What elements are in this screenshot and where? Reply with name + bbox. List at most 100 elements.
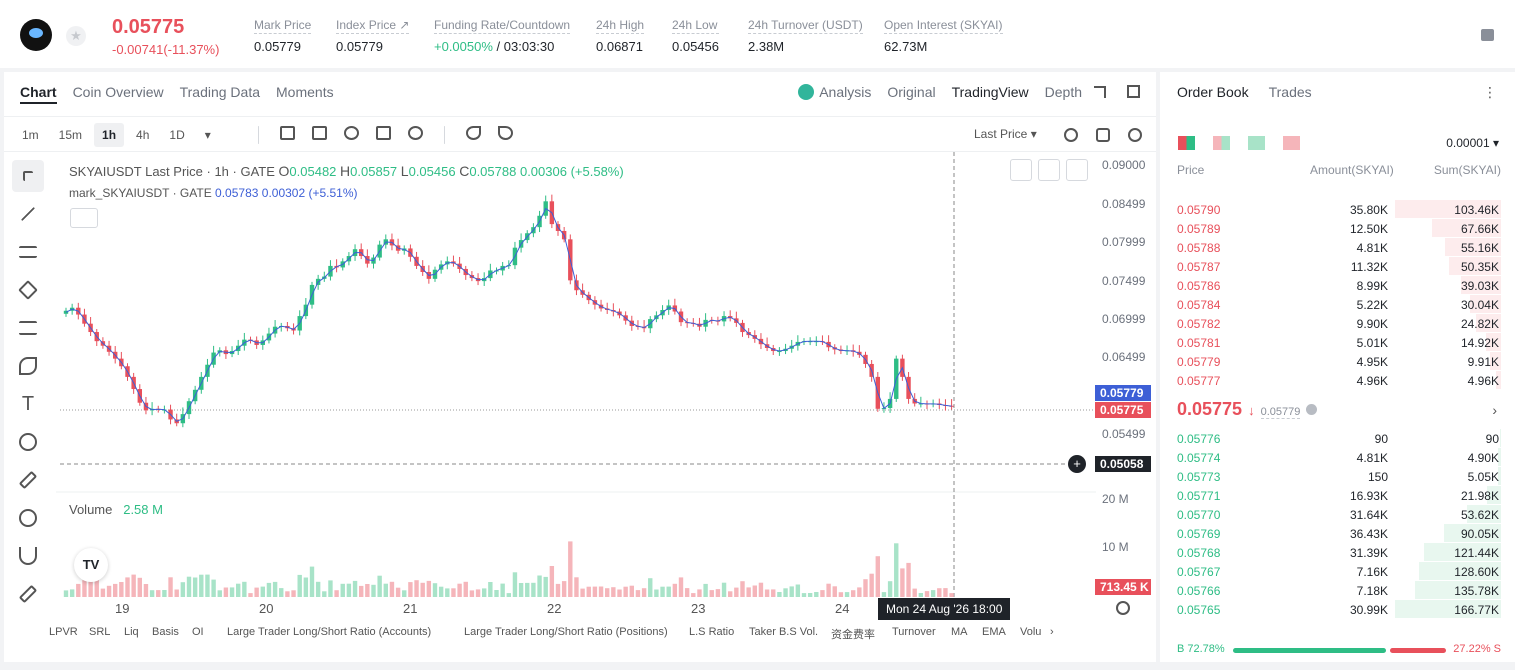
tab-trading-data[interactable]: Trading Data bbox=[179, 84, 261, 100]
ask-row[interactable]: 0.05777 4.96K 4.96K bbox=[1160, 371, 1515, 390]
candle-type-icon[interactable] bbox=[280, 126, 295, 140]
axis-settings-icon[interactable] bbox=[1116, 601, 1130, 615]
pattern-tool[interactable] bbox=[12, 274, 44, 306]
mode-analysis[interactable]: Analysis bbox=[798, 84, 871, 100]
bid-row[interactable]: 0.05768 31.39K 121.44K bbox=[1160, 543, 1515, 562]
window-icon[interactable] bbox=[1127, 85, 1140, 98]
magnet-tool[interactable] bbox=[12, 540, 44, 572]
bid-row[interactable]: 0.05770 31.64K 53.62K bbox=[1160, 505, 1515, 524]
tradingview-logo[interactable]: TV bbox=[74, 548, 108, 582]
coin-logo bbox=[20, 19, 52, 51]
gear-icon[interactable] bbox=[1128, 128, 1142, 142]
fib-tool[interactable] bbox=[12, 312, 44, 344]
chevron-down-icon[interactable]: ▾ bbox=[204, 128, 211, 142]
interval-15m[interactable]: 15m bbox=[58, 128, 83, 142]
tab-moments[interactable]: Moments bbox=[276, 84, 334, 100]
indicator-item[interactable]: Basis bbox=[152, 626, 179, 638]
more-options-icon[interactable]: ⋮ bbox=[1483, 84, 1497, 100]
price-type-select[interactable]: Last Price ▾ bbox=[974, 127, 1037, 141]
brush-tool[interactable] bbox=[12, 350, 44, 382]
indicator-item[interactable]: Turnover bbox=[892, 626, 936, 638]
bid-row[interactable]: 0.05774 4.81K 4.90K bbox=[1160, 448, 1515, 467]
chevron-right-icon[interactable]: › bbox=[1492, 402, 1497, 418]
trend-line-tool[interactable] bbox=[12, 198, 44, 230]
ask-row[interactable]: 0.05789 12.50K 67.66K bbox=[1160, 219, 1515, 238]
indicator-item[interactable]: Large Trader Long/Short Ratio (Positions… bbox=[464, 626, 668, 638]
crosshair-tool[interactable] bbox=[12, 160, 44, 192]
emoji-tool[interactable] bbox=[12, 426, 44, 458]
indicator-item[interactable]: Volu bbox=[1020, 626, 1042, 638]
interval-1h[interactable]: 1h bbox=[94, 123, 125, 147]
redo-icon[interactable] bbox=[498, 126, 513, 140]
indicator-item[interactable]: LPVR bbox=[49, 626, 78, 638]
mode-tradingview[interactable]: TradingView bbox=[951, 84, 1029, 100]
indicator-item[interactable]: MA bbox=[951, 626, 968, 638]
mid-price-row[interactable]: 0.05775 ↓ 0.05779 bbox=[1177, 399, 1318, 420]
indicator-item[interactable]: Taker B.S Vol. bbox=[749, 626, 819, 638]
collapse-button[interactable] bbox=[1038, 159, 1060, 181]
ruler-tool[interactable] bbox=[12, 464, 44, 496]
view-both-icon[interactable] bbox=[1178, 136, 1195, 150]
price-chart-svg[interactable] bbox=[56, 152, 1096, 640]
pencil-tool[interactable] bbox=[12, 578, 44, 610]
tab-chart[interactable]: Chart bbox=[20, 84, 57, 104]
indicator-item[interactable]: L.S Ratio bbox=[689, 626, 735, 638]
mode-depth[interactable]: Depth bbox=[1044, 84, 1082, 100]
interval-1m[interactable]: 1m bbox=[22, 128, 39, 142]
bid-row[interactable]: 0.05769 36.43K 90.05K bbox=[1160, 524, 1515, 543]
bid-row[interactable]: 0.05765 30.99K 166.77K bbox=[1160, 600, 1515, 619]
tab-order-book[interactable]: Order Book bbox=[1177, 84, 1249, 100]
bid-row[interactable]: 0.05776 90 90 bbox=[1160, 429, 1515, 448]
view-asks-icon[interactable] bbox=[1283, 136, 1300, 150]
tab-coin-overview[interactable]: Coin Overview bbox=[72, 84, 164, 100]
interval-4h[interactable]: 4h bbox=[136, 128, 150, 142]
mode-original[interactable]: Original bbox=[887, 84, 936, 100]
bid-row[interactable]: 0.05773 150 5.05K bbox=[1160, 467, 1515, 486]
add-order-plus-icon[interactable]: + bbox=[1068, 455, 1086, 473]
stat-index-price[interactable]: Index Price ↗ 0.05779 bbox=[336, 18, 410, 54]
indicator-item[interactable]: Liq bbox=[124, 626, 139, 638]
bid-row[interactable]: 0.05771 16.93K 21.98K bbox=[1160, 486, 1515, 505]
indicator-item[interactable]: SRL bbox=[89, 626, 111, 638]
ask-row[interactable]: 0.05786 8.99K 39.03K bbox=[1160, 276, 1515, 295]
indicator-item[interactable]: OI bbox=[192, 626, 204, 638]
indicator-item[interactable]: Large Trader Long/Short Ratio (Accounts) bbox=[227, 626, 432, 638]
zoom-tool[interactable] bbox=[12, 502, 44, 534]
view-bids-icon[interactable] bbox=[1248, 136, 1265, 150]
add-alert-icon[interactable] bbox=[408, 126, 423, 140]
chart-area[interactable]: SKYAIUSDT Last Price · 1h · GATE O0.0548… bbox=[56, 152, 1096, 640]
book-icon[interactable] bbox=[1481, 29, 1494, 41]
collapse-legend-button[interactable] bbox=[70, 208, 98, 228]
ask-row[interactable]: 0.05782 9.90K 24.82K bbox=[1160, 314, 1515, 333]
ask-row[interactable]: 0.05781 5.01K 14.92K bbox=[1160, 333, 1515, 352]
volume-bar bbox=[137, 577, 142, 597]
ask-row[interactable]: 0.05790 35.80K 103.46K bbox=[1160, 200, 1515, 219]
view-split-icon[interactable] bbox=[1213, 136, 1230, 150]
depth-bar bbox=[1470, 295, 1501, 313]
ask-row[interactable]: 0.05779 4.95K 9.91K bbox=[1160, 352, 1515, 371]
favorite-star-icon[interactable]: ★ bbox=[66, 26, 86, 46]
indicator-item[interactable]: EMA bbox=[982, 626, 1006, 638]
bid-row[interactable]: 0.05767 7.16K 128.60K bbox=[1160, 562, 1515, 581]
indicators-icon[interactable] bbox=[312, 126, 327, 140]
text-tool[interactable]: T bbox=[12, 388, 44, 420]
horizontal-lines-tool[interactable] bbox=[12, 236, 44, 268]
expand-icon[interactable] bbox=[1094, 86, 1106, 98]
templates-icon[interactable] bbox=[376, 126, 391, 140]
maximize-button[interactable] bbox=[1066, 159, 1088, 181]
camera-icon[interactable] bbox=[1096, 128, 1110, 142]
indicator-item[interactable]: 资金费率 bbox=[831, 629, 875, 641]
chevron-right-icon[interactable]: › bbox=[1050, 626, 1054, 638]
precision-select[interactable]: 0.00001 ▾ bbox=[1446, 136, 1499, 150]
price-axis[interactable]: 0.09000 0.08499 0.07999 0.07499 0.06999 … bbox=[1096, 152, 1156, 592]
replay-icon[interactable] bbox=[344, 126, 359, 140]
scroll-down-button[interactable] bbox=[1010, 159, 1032, 181]
undo-icon[interactable] bbox=[466, 126, 481, 140]
search-icon[interactable] bbox=[1064, 128, 1078, 142]
interval-1d[interactable]: 1D bbox=[169, 128, 185, 142]
ask-row[interactable]: 0.05788 4.81K 55.16K bbox=[1160, 238, 1515, 257]
bid-row[interactable]: 0.05766 7.18K 135.78K bbox=[1160, 581, 1515, 600]
ask-row[interactable]: 0.05787 11.32K 50.35K bbox=[1160, 257, 1515, 276]
ask-row[interactable]: 0.05784 5.22K 30.04K bbox=[1160, 295, 1515, 314]
tab-trades[interactable]: Trades bbox=[1268, 84, 1312, 100]
